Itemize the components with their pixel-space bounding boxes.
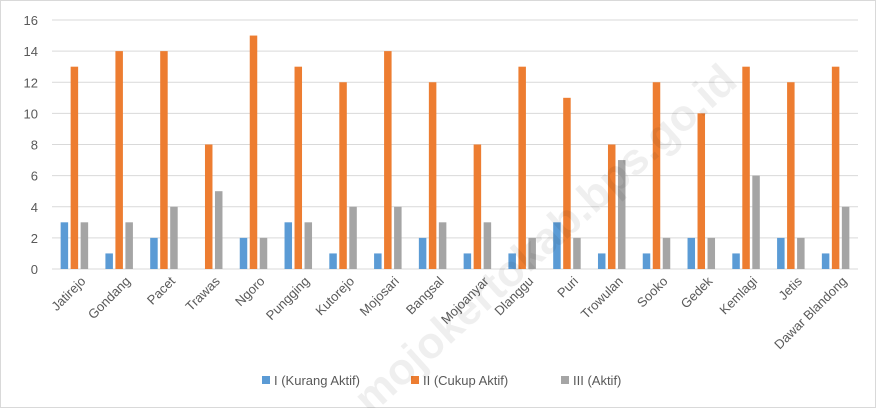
bar-jetis-series-1: [777, 237, 785, 269]
bar-trowulan-series-1: [597, 253, 606, 269]
bar-jatirejo-series-1: [60, 222, 69, 269]
bar-trawas-series-3: [214, 191, 223, 269]
bar-mojosari-series-2: [384, 51, 392, 269]
bar-kemlagi-series-2: [742, 66, 750, 269]
legend-label-2: II (Cukup Aktif): [423, 373, 508, 388]
bar-trowulan-series-2: [607, 144, 616, 269]
bar-kutorejo-series-1: [329, 253, 337, 269]
bar-mojoanyar-series-3: [483, 222, 492, 269]
bar-kemlagi-series-1: [732, 253, 740, 269]
bar-mojosari-series-1: [374, 253, 382, 269]
bar-jetis-series-3: [797, 237, 805, 269]
legend-label-3: III (Aktif): [573, 373, 621, 388]
legend: I (Kurang Aktif) II (Cukup Aktif) III (Akt…: [262, 373, 621, 388]
bar-dlanggu-series-3: [528, 237, 536, 269]
bar-gedek-series-3: [707, 237, 716, 269]
y-tick-label-6: 6: [31, 169, 38, 184]
bar-dawar-blandong-series-2: [831, 66, 840, 269]
bar-puri-series-1: [553, 222, 561, 269]
bar-trowulan-series-3: [617, 160, 626, 269]
bar-pacet-series-2: [160, 51, 168, 269]
bar-pungging-series-3: [304, 222, 313, 269]
bar-gondang-series-2: [115, 51, 123, 269]
bar-mojosari-series-3: [394, 206, 402, 269]
bar-dlanggu-series-1: [508, 253, 516, 269]
y-tick-label-8: 8: [31, 138, 38, 153]
bars: [60, 35, 850, 269]
legend-swatch-3: [561, 376, 569, 384]
bar-kutorejo-series-2: [339, 82, 347, 269]
bar-ngoro-series-3: [259, 237, 268, 269]
bar-gondang-series-3: [125, 222, 133, 269]
bar-bangsal-series-1: [418, 237, 427, 269]
bar-sooko-series-2: [652, 82, 661, 269]
bar-puri-series-2: [563, 97, 571, 269]
bar-pacet-series-3: [170, 206, 178, 269]
bar-ngoro-series-1: [239, 237, 248, 269]
y-tick-label-16: 16: [24, 13, 38, 28]
bar-jatirejo-series-3: [80, 222, 89, 269]
bar-gedek-series-1: [687, 237, 696, 269]
bar-pungging-series-2: [294, 66, 303, 269]
bar-gondang-series-1: [105, 253, 113, 269]
bar-jatirejo-series-2: [70, 66, 79, 269]
y-axis-ticks: 0 2 4 6 8 10 12 14 16: [24, 13, 38, 277]
y-tick-label-4: 4: [31, 200, 38, 215]
bar-gedek-series-2: [697, 113, 706, 269]
bar-mojoanyar-series-2: [473, 144, 482, 269]
bar-mojoanyar-series-1: [463, 253, 472, 269]
bar-kemlagi-series-3: [752, 175, 760, 269]
bar-kutorejo-series-3: [349, 206, 357, 269]
bar-dlanggu-series-2: [518, 66, 526, 269]
legend-label-1: I (Kurang Aktif): [274, 373, 360, 388]
bar-ngoro-series-2: [249, 35, 258, 269]
bar-trawas-series-2: [204, 144, 213, 269]
bar-bangsal-series-2: [428, 82, 437, 269]
y-tick-label-12: 12: [24, 75, 38, 90]
legend-swatch-2: [411, 376, 419, 384]
y-tick-label-0: 0: [31, 262, 38, 277]
y-tick-label-2: 2: [31, 231, 38, 246]
bar-pacet-series-1: [150, 237, 158, 269]
bar-dawar-blandong-series-3: [841, 206, 850, 269]
bar-puri-series-3: [573, 237, 581, 269]
gridlines: [52, 19, 858, 270]
bar-pungging-series-1: [284, 222, 293, 269]
bar-sooko-series-1: [642, 253, 651, 269]
bar-jetis-series-2: [787, 82, 795, 269]
bar-dawar-blandong-series-1: [821, 253, 830, 269]
y-tick-label-14: 14: [24, 44, 38, 59]
bar-sooko-series-3: [662, 237, 671, 269]
legend-swatch-1: [262, 376, 270, 384]
bar-bangsal-series-3: [438, 222, 447, 269]
y-tick-label-10: 10: [24, 106, 38, 121]
